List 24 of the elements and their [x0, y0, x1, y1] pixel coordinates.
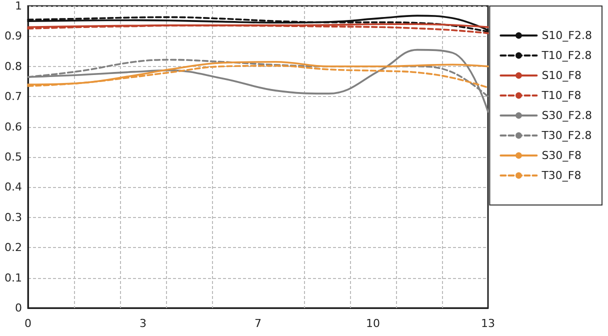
x-tick-label: 13: [481, 317, 495, 330]
y-tick-label: 0.2: [4, 241, 22, 254]
y-tick-label: 0.1: [4, 271, 22, 284]
legend-label: S30_F2.8: [542, 109, 592, 122]
x-tick-label: 7: [254, 317, 262, 330]
x-tick-label: 3: [140, 317, 146, 330]
y-tick-label: 0.5: [4, 150, 22, 164]
y-tick-label: 0.4: [4, 180, 22, 194]
y-tick-label: 0.9: [4, 30, 22, 43]
legend-label: T10_F2.8: [540, 49, 592, 62]
legend-label: S30_F8: [542, 149, 582, 162]
legend-label: T30_F2.8: [540, 129, 592, 142]
x-tick-label: 0: [24, 317, 32, 330]
y-tick-label: 0.8: [4, 60, 22, 73]
x-tick-label: 10: [366, 317, 380, 330]
legend-label: T10_F8: [540, 89, 582, 102]
y-tick-label: 0.7: [4, 90, 22, 104]
legend-label: T30_F8: [540, 169, 582, 182]
legend-label: S10_F2.8: [542, 29, 592, 42]
legend-label: S10_F8: [542, 69, 582, 82]
y-tick-label: 0: [15, 302, 22, 314]
y-tick-label: 1: [15, 0, 22, 12]
y-tick-label: 0.3: [4, 210, 22, 224]
y-tick-label: 0.6: [4, 120, 22, 134]
